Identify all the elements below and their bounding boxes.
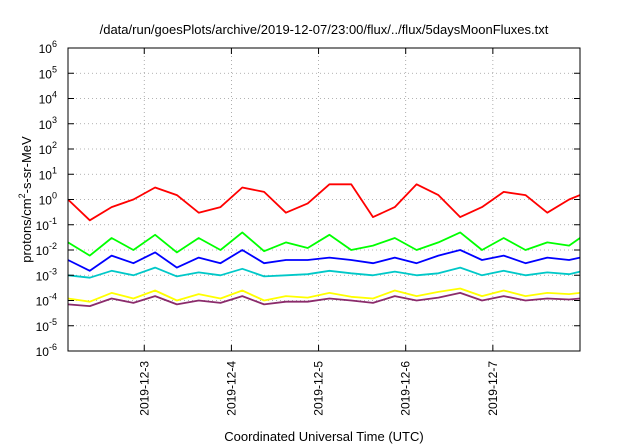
y-tick-label-exp: 5: [52, 64, 57, 74]
y-tick-label: 10-3: [36, 266, 57, 283]
series-line: [67, 183, 581, 222]
y-tick-label-exp: 4: [52, 90, 57, 100]
x-tick-label: 2019-12-3: [137, 361, 151, 416]
y-tick-label-base: 10: [39, 168, 53, 182]
y-tick-label: 106: [39, 39, 57, 56]
y-tick-label: 10-5: [36, 317, 57, 334]
x-axis-title: Coordinated Universal Time (UTC): [224, 429, 423, 444]
y-tick-label-exp: -2: [49, 241, 57, 251]
series-layer: [67, 183, 581, 308]
series-line: [67, 249, 581, 272]
y-tick-label-exp: 3: [52, 115, 57, 125]
y-tick-label-exp: 2: [52, 140, 57, 150]
y-tick-label: 102: [39, 140, 57, 157]
y-tick-label-exp: -6: [49, 342, 57, 352]
y-tick-label-exp: 1: [52, 165, 57, 175]
x-tick-label: 2019-12-7: [486, 361, 500, 416]
series-line: [67, 231, 581, 257]
y-tick-label-base: 10: [36, 345, 50, 359]
y-tick-label: 100: [39, 191, 57, 208]
y-tick-label: 10-4: [36, 292, 57, 309]
y-tick-label-base: 10: [39, 118, 53, 132]
y-tick-label-base: 10: [39, 194, 53, 208]
x-tick-label: 2019-12-4: [224, 361, 238, 416]
series-line: [67, 287, 581, 303]
y-tick-label-exp: 0: [52, 191, 57, 201]
y-tick-label: 101: [39, 165, 57, 182]
y-tick-label-exp: -3: [49, 266, 57, 276]
y-tick-label-base: 10: [36, 295, 50, 309]
y-tick-label-exp: 6: [52, 39, 57, 49]
y-tick-label-exp: -1: [49, 216, 57, 226]
ticks: 10-610-510-410-310-210-11001011021031041…: [36, 39, 580, 416]
y-axis-title-sup: 2: [17, 193, 27, 198]
x-tick-label: 2019-12-5: [312, 361, 326, 416]
y-tick-label-base: 10: [36, 320, 50, 334]
y-axis-title-base: protons/cm: [19, 198, 34, 262]
chart-title: /data/run/goesPlots/archive/2019-12-07/2…: [100, 22, 549, 37]
y-tick-label: 103: [39, 115, 57, 132]
series-line: [67, 266, 581, 279]
y-tick-label: 10-1: [36, 216, 57, 233]
y-axis-title-rest: -s-sr-MeV: [19, 136, 34, 193]
y-tick-label-exp: -4: [49, 292, 57, 302]
y-tick-label-base: 10: [39, 42, 53, 56]
y-tick-label-exp: -5: [49, 317, 57, 327]
x-tick-label: 2019-12-6: [399, 361, 413, 416]
grid: [68, 48, 580, 351]
y-tick-label-base: 10: [39, 93, 53, 107]
y-tick-label-base: 10: [39, 143, 53, 157]
y-tick-label: 104: [39, 90, 57, 107]
y-tick-label: 105: [39, 64, 57, 81]
y-tick-label-base: 10: [36, 219, 50, 233]
series-line: [67, 291, 581, 308]
y-tick-label-base: 10: [36, 244, 50, 258]
y-tick-label-base: 10: [36, 269, 50, 283]
y-tick-label: 10-6: [36, 342, 57, 359]
y-axis-title: protons/cm2-s-sr-MeV: [17, 136, 34, 263]
y-tick-label-base: 10: [39, 67, 53, 81]
y-tick-label: 10-2: [36, 241, 57, 258]
